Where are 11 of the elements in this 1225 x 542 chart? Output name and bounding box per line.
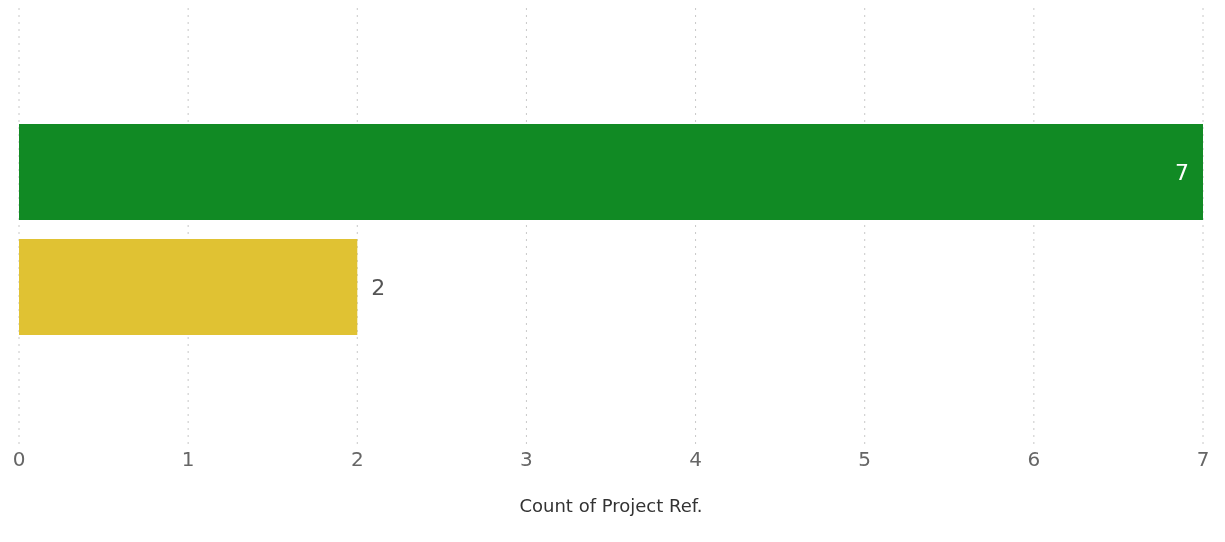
x-tick-label: 2 (350, 447, 364, 472)
x-tick-label: 7 (1196, 447, 1210, 472)
data-label: 2 (371, 274, 386, 300)
x-tick-label: 0 (12, 447, 26, 472)
x-tick-label: 3 (520, 447, 533, 472)
x-axis-title: Count of Project Ref. (519, 495, 703, 516)
x-tick-label: 1 (181, 447, 195, 472)
data-label: 7 (1175, 159, 1189, 185)
x-tick-label: 6 (1027, 447, 1041, 472)
x-tick-label: 4 (689, 447, 702, 472)
x-tick-label: 5 (858, 447, 872, 472)
